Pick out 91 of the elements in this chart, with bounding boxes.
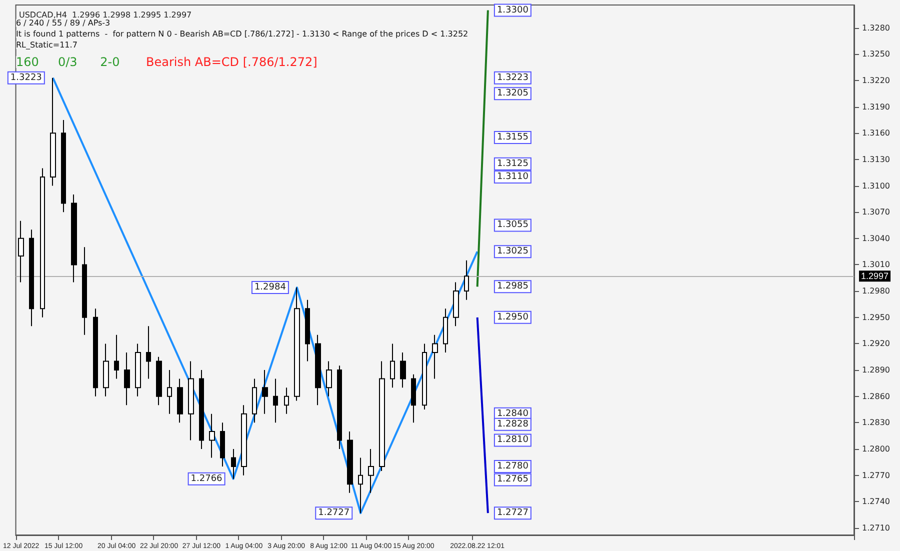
candlestick (29, 229, 34, 327)
candlestick (93, 308, 98, 397)
y-tick-label: 1.2830 (862, 418, 890, 428)
candlestick (337, 365, 342, 450)
candlestick (284, 387, 289, 414)
annotation: 1.3205 (496, 88, 528, 99)
candlestick (209, 413, 215, 458)
line-series (52, 76, 478, 514)
candlestick (18, 220, 24, 283)
candlestick (453, 282, 459, 327)
y-tick-label: 1.2800 (862, 444, 890, 454)
candlestick (146, 326, 151, 380)
candlestick (358, 457, 363, 514)
candlestick (114, 334, 119, 380)
annotation: 1.2727 (496, 508, 528, 518)
annotation: 1.3110 (496, 172, 529, 182)
annotation: 1.2840 (496, 408, 529, 419)
candlestick (124, 352, 130, 406)
annotation: 1.3300 (496, 5, 529, 16)
y-tick-label: 1.2710 (862, 523, 890, 532)
y-tick-label: 1.3100 (862, 181, 890, 190)
candlestick (294, 287, 300, 402)
y-tick-label: 1.2950 (862, 312, 890, 322)
candlestick (82, 246, 87, 336)
candlestick (252, 378, 257, 424)
y-tick-label: 1.3280 (862, 23, 890, 32)
candlestick (305, 299, 310, 362)
candlestick (422, 343, 427, 410)
candlestick (326, 360, 332, 397)
candlestick (103, 343, 109, 397)
candlestick (411, 374, 416, 424)
annotation: 1.2950 (496, 312, 529, 322)
annotation: 1.2780 (496, 462, 529, 472)
candlestick (368, 448, 374, 494)
y-tick-label: 1.3070 (862, 208, 890, 217)
annotation: Bearish AB=CD [.786/1.272] (146, 55, 318, 69)
y-tick-label: 1.3160 (862, 128, 890, 138)
y-tick-label: 1.2860 (862, 392, 890, 401)
candlestick (135, 343, 141, 397)
annotation: 160 0/3 2-0 (16, 55, 120, 69)
annotation: 1.2727 (318, 508, 350, 518)
annotation: 1.3125 (496, 158, 528, 169)
annotation: 6 / 240 / 55 / 89 / APs-3 (16, 18, 110, 28)
y-tick-label: 1.2980 (862, 286, 890, 296)
y-tick-label: 1.3190 (862, 102, 890, 112)
annotation: 1.2828 (496, 419, 529, 430)
candlestick (273, 378, 278, 424)
candlestick (241, 404, 247, 476)
text: USDCAD,H4 1.2996 1.2998 1.2995 1.2997 (19, 10, 192, 20)
candlestick (199, 370, 204, 450)
annotation: RL_Static=11.7 (16, 40, 78, 50)
candlestick (464, 260, 469, 300)
annotation: 1.3223 (10, 72, 42, 83)
candlestick (443, 308, 448, 353)
y-tick-label: 1.3010 (862, 260, 890, 270)
annotation: 1.3223 (496, 72, 528, 83)
candlestick (220, 422, 225, 468)
y-tick-label: 1.2770 (862, 470, 890, 480)
y-tick-label: 1.2740 (862, 497, 890, 506)
candlestick (61, 119, 66, 213)
candlestick (432, 334, 438, 380)
annotation: 1.2985 (496, 282, 528, 292)
y-tick-label: 1.3250 (862, 50, 890, 59)
y-tick-label: 1.2920 (862, 339, 890, 348)
candlestick (50, 77, 56, 186)
annotation: 1.3155 (496, 132, 528, 142)
y-tick-label: 1.2890 (862, 366, 890, 375)
annotation: 1.3025 (496, 246, 528, 257)
annotation: 1.2810 (496, 435, 529, 446)
candlestick (177, 378, 183, 424)
candlestick (379, 360, 385, 472)
candlestick (188, 360, 194, 441)
candlestick (231, 448, 236, 480)
y-tick-label: 1.3220 (862, 76, 890, 85)
candlestick (347, 430, 353, 494)
candlestick (315, 334, 321, 406)
candlestick (400, 352, 406, 388)
candlestick (156, 356, 162, 406)
annotation: 1.2765 (496, 474, 528, 485)
annotation: It is found 1 patterns - for pattern N 0 - Bearish AB=CD [.786/1.272] - 1.3130 < Range of the prices D < 1.3252 (16, 30, 468, 38)
annotation: 1.2766 (190, 474, 223, 484)
candlestick (40, 168, 45, 318)
y-tick-label: 1.3130 (862, 154, 890, 164)
candlestick (71, 194, 77, 283)
ref-line-label: 1.2997 (861, 271, 889, 282)
y-tick-label: 1.3040 (862, 234, 890, 243)
candlestick (390, 343, 395, 388)
candlestick (262, 370, 268, 414)
candlestick (167, 370, 172, 414)
annotation: 1.3055 (496, 220, 528, 230)
annotation: 1.2984 (254, 282, 286, 293)
